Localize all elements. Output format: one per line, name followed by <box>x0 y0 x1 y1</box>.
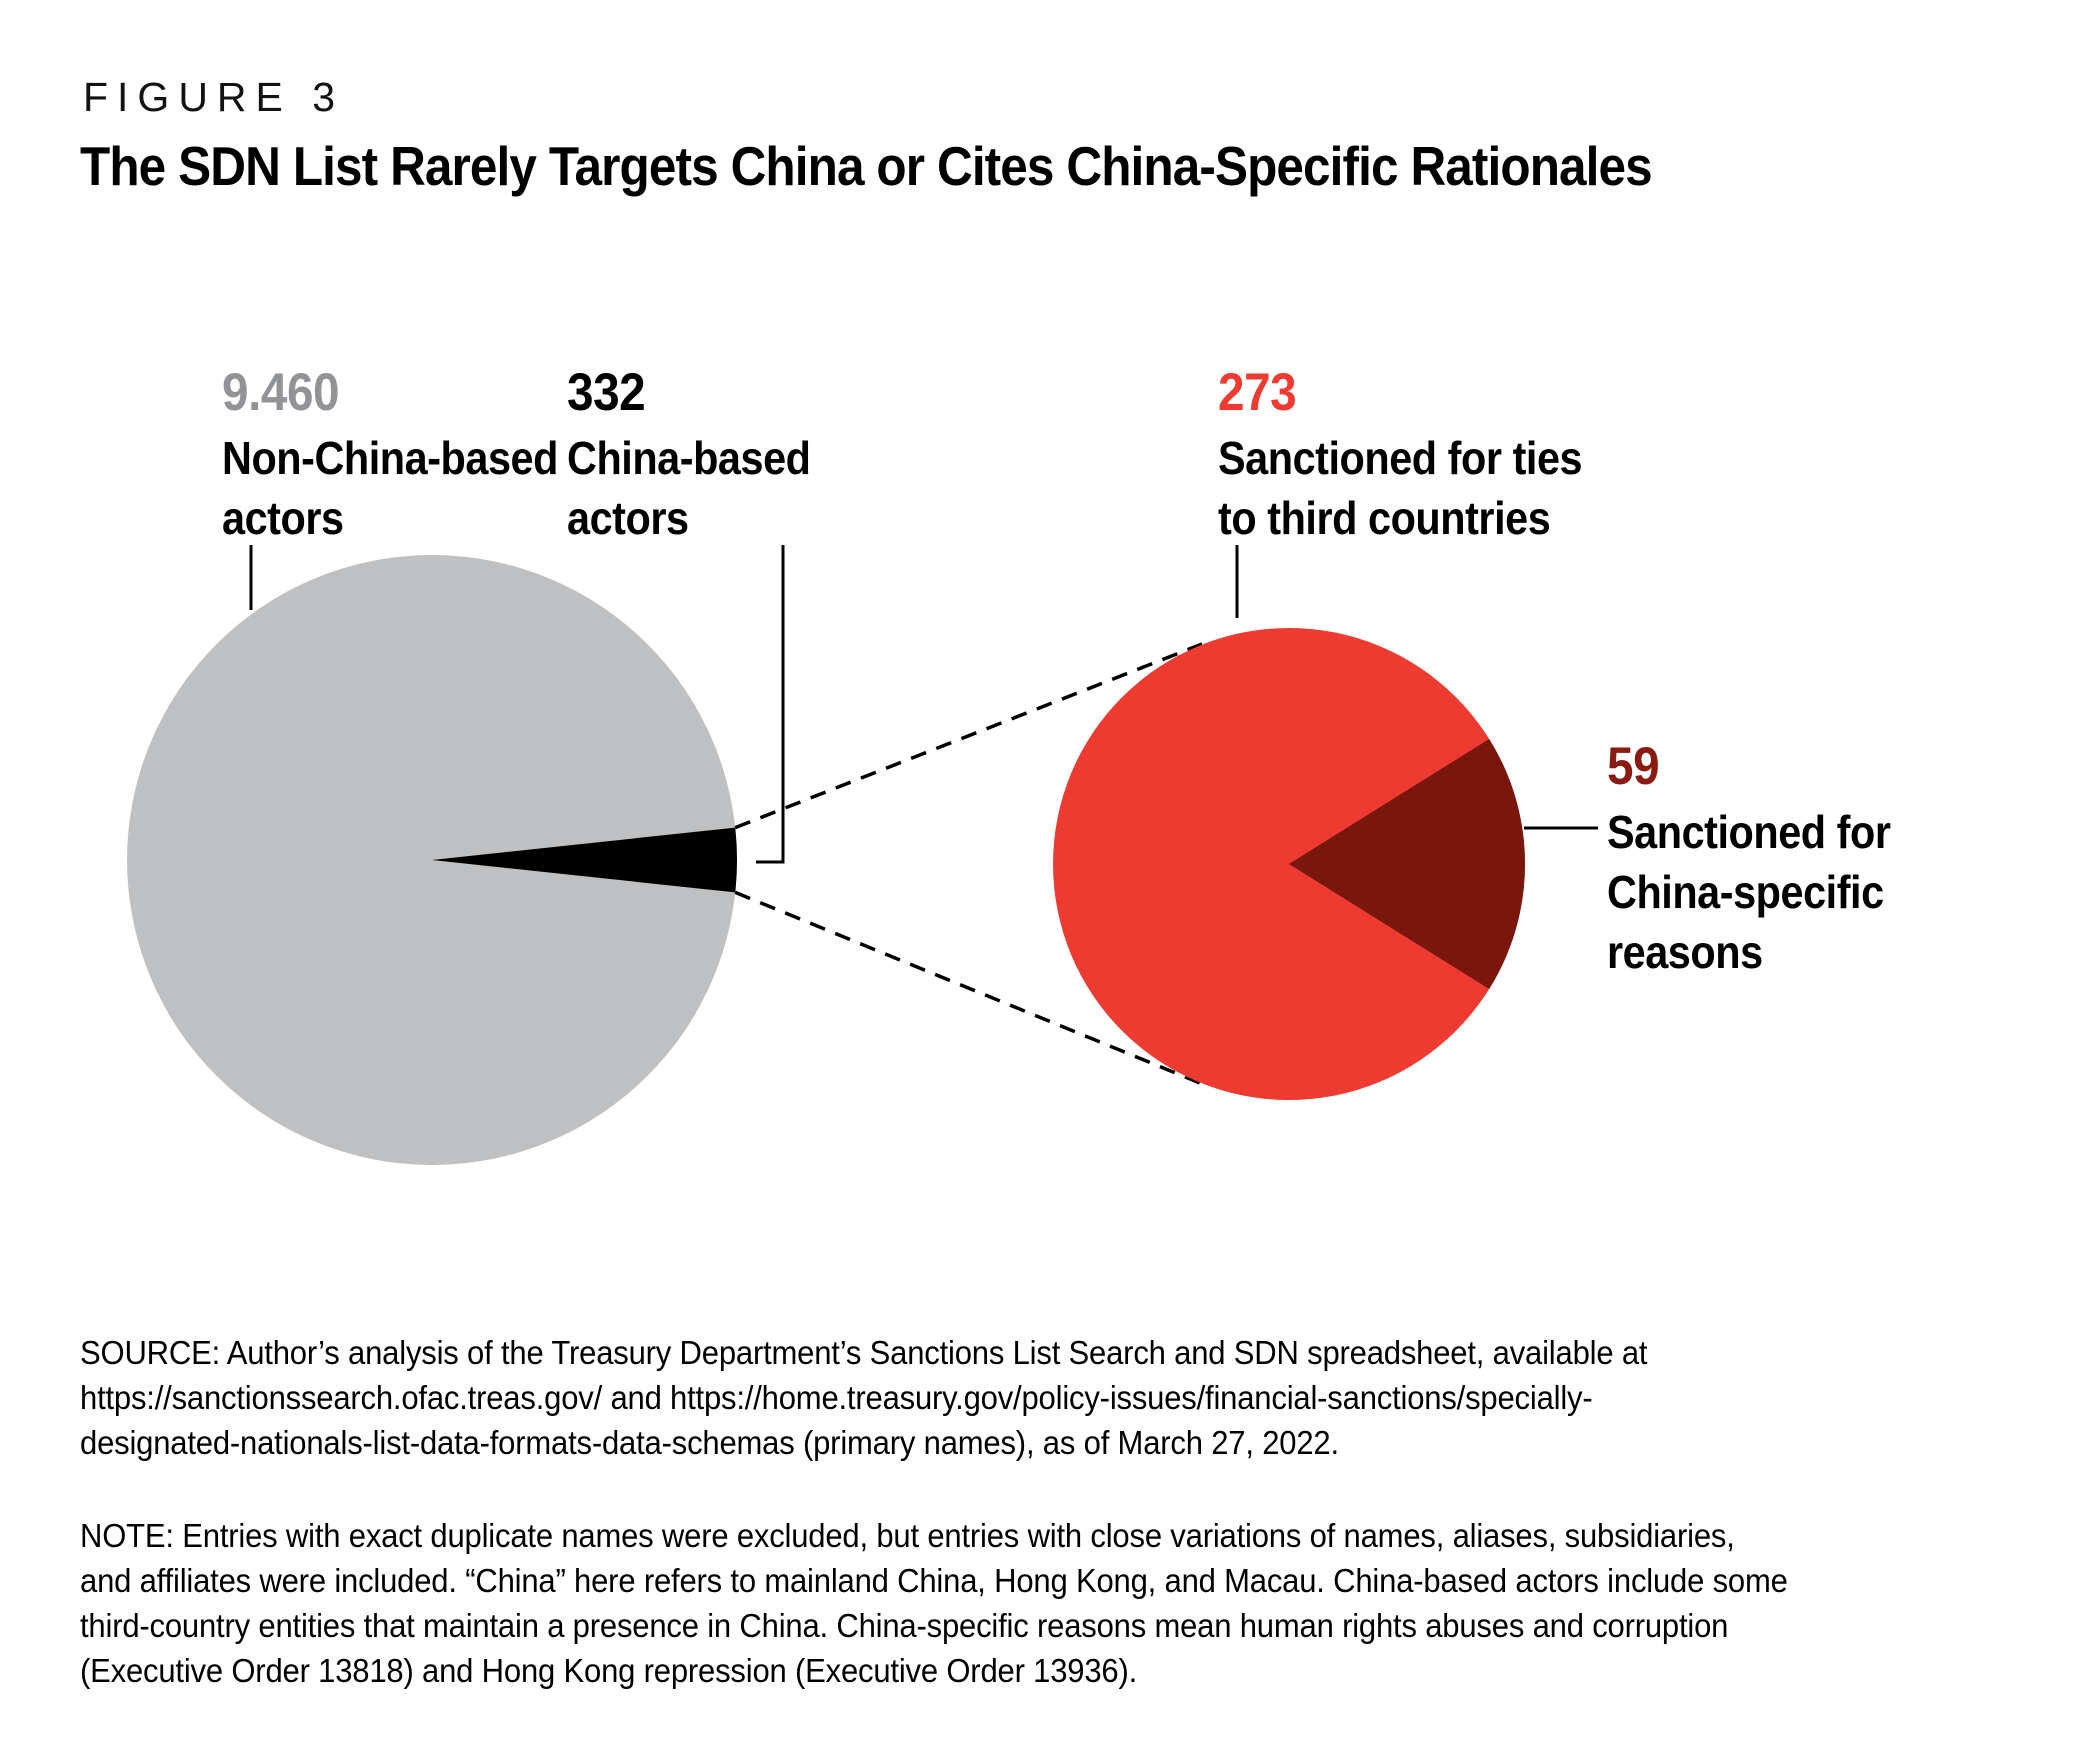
value-third-country-ties: 273 <box>1218 363 1297 422</box>
label-china-based-actors: China-based actors <box>567 432 811 545</box>
value-non-china-actors: 9.460 <box>222 363 340 422</box>
callout-third-country-ties: 273 Sanctioned for ties to third countri… <box>1218 363 1583 548</box>
explode-line-top <box>734 642 1203 830</box>
value-china-specific: 59 <box>1607 737 1660 796</box>
note-text: NOTE: Entries with exact duplicate names… <box>80 1517 1788 1689</box>
callout-china-based-actors: 332 China-based actors <box>567 363 811 548</box>
callout-china-specific: 59 Sanctioned for China-specific reasons <box>1607 738 2036 982</box>
figure-kicker: FIGURE 3 <box>83 74 345 120</box>
pie-slice-china-based <box>432 827 737 893</box>
source-text: SOURCE: Author’s analysis of the Treasur… <box>80 1334 1648 1461</box>
connector-china-based-actors <box>756 545 785 864</box>
callout-non-china-actors: 9.460 Non-China-based actors <box>222 364 558 548</box>
label-non-china-actors: Non-China-based actors <box>222 432 558 545</box>
explode-line-bottom <box>734 890 1201 1085</box>
value-china-based-actors: 332 <box>567 363 646 422</box>
pie-slice-china-specific <box>1289 738 1525 990</box>
label-third-country-ties: Sanctioned for ties to third countries <box>1218 432 1583 545</box>
label-china-specific: Sanctioned for China-specific reasons <box>1607 806 1891 979</box>
figure-title: The SDN List Rarely Targets China or Cit… <box>80 135 1653 197</box>
